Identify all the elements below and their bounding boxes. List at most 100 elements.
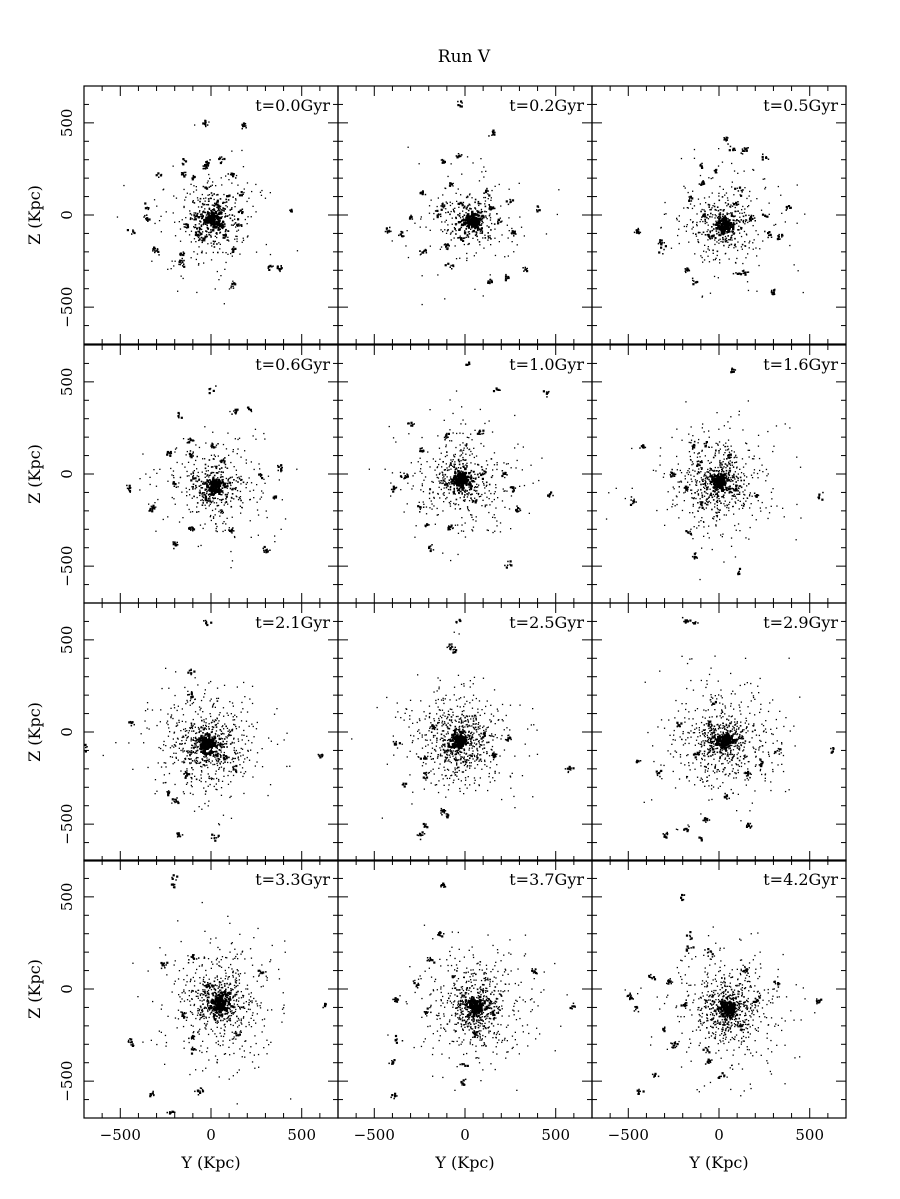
particle xyxy=(489,274,491,276)
particle xyxy=(729,230,731,233)
particle xyxy=(733,170,736,172)
particle xyxy=(483,247,485,249)
particle xyxy=(457,100,459,103)
particle xyxy=(205,187,209,190)
particle xyxy=(271,266,273,268)
particle xyxy=(727,439,730,441)
particle xyxy=(217,213,219,215)
particle xyxy=(722,233,724,236)
particle xyxy=(445,244,447,246)
particle xyxy=(171,474,173,476)
particle xyxy=(480,473,483,477)
particle xyxy=(779,238,781,240)
particle xyxy=(205,492,208,495)
particle xyxy=(204,498,207,500)
particle xyxy=(674,505,676,507)
particle xyxy=(192,528,196,531)
particle xyxy=(235,226,237,228)
particle xyxy=(715,520,718,522)
particle xyxy=(206,475,208,477)
particle xyxy=(219,243,221,245)
particle xyxy=(212,216,214,219)
particle xyxy=(217,498,219,500)
particle xyxy=(196,213,198,216)
particle xyxy=(733,475,735,477)
particle xyxy=(174,542,177,545)
particle xyxy=(401,231,404,234)
particle xyxy=(478,496,481,498)
particle xyxy=(173,547,175,550)
particle xyxy=(719,518,721,521)
particle xyxy=(737,477,739,480)
particle xyxy=(436,507,438,510)
particle xyxy=(217,201,219,203)
particle xyxy=(391,472,394,474)
particle xyxy=(477,463,479,466)
particle xyxy=(505,273,507,276)
particle xyxy=(707,460,709,462)
particle xyxy=(206,479,208,481)
particle xyxy=(482,221,484,224)
particle xyxy=(746,497,748,499)
particle xyxy=(421,303,423,306)
particle xyxy=(460,483,462,485)
particle xyxy=(756,198,758,200)
particle xyxy=(209,231,212,234)
particle xyxy=(688,433,690,435)
particle xyxy=(205,214,208,216)
particle xyxy=(689,484,691,486)
particle xyxy=(461,202,463,205)
particle xyxy=(267,267,269,269)
particle xyxy=(717,215,720,218)
particle xyxy=(215,527,217,530)
particle xyxy=(439,497,441,499)
particle xyxy=(719,448,721,450)
particle xyxy=(738,414,740,416)
particle xyxy=(217,443,219,445)
particle xyxy=(705,482,707,484)
particle xyxy=(700,501,702,503)
particle xyxy=(701,449,703,451)
particle xyxy=(403,511,405,513)
particle xyxy=(211,442,213,445)
particle xyxy=(499,221,502,223)
particle xyxy=(700,218,702,221)
particle xyxy=(223,504,225,506)
particle xyxy=(175,197,178,199)
particle xyxy=(701,427,703,429)
particle xyxy=(731,368,733,370)
particle xyxy=(711,475,714,479)
particle xyxy=(446,230,449,232)
particle xyxy=(473,230,475,232)
particle xyxy=(477,239,479,241)
particle xyxy=(211,490,213,492)
particle xyxy=(708,196,710,198)
particle xyxy=(734,210,736,213)
particle xyxy=(710,461,712,463)
particle xyxy=(478,228,481,231)
particle xyxy=(464,494,466,496)
particle xyxy=(203,197,205,200)
particle xyxy=(223,482,227,485)
particle xyxy=(481,493,483,496)
particle xyxy=(476,492,478,494)
particle xyxy=(192,174,195,177)
particle xyxy=(205,230,207,232)
particle xyxy=(460,476,463,479)
particle xyxy=(155,174,158,177)
particle xyxy=(732,371,734,373)
particle xyxy=(488,490,490,492)
particle xyxy=(198,511,200,513)
particle xyxy=(213,193,215,195)
particle xyxy=(731,181,733,183)
particle xyxy=(177,411,180,415)
particle xyxy=(720,490,723,492)
particle xyxy=(165,211,167,213)
particle xyxy=(196,455,198,458)
particle xyxy=(734,369,737,371)
particle xyxy=(422,506,425,508)
particle xyxy=(212,243,215,245)
particle xyxy=(386,232,389,234)
particle xyxy=(448,481,450,484)
particle xyxy=(245,127,247,129)
